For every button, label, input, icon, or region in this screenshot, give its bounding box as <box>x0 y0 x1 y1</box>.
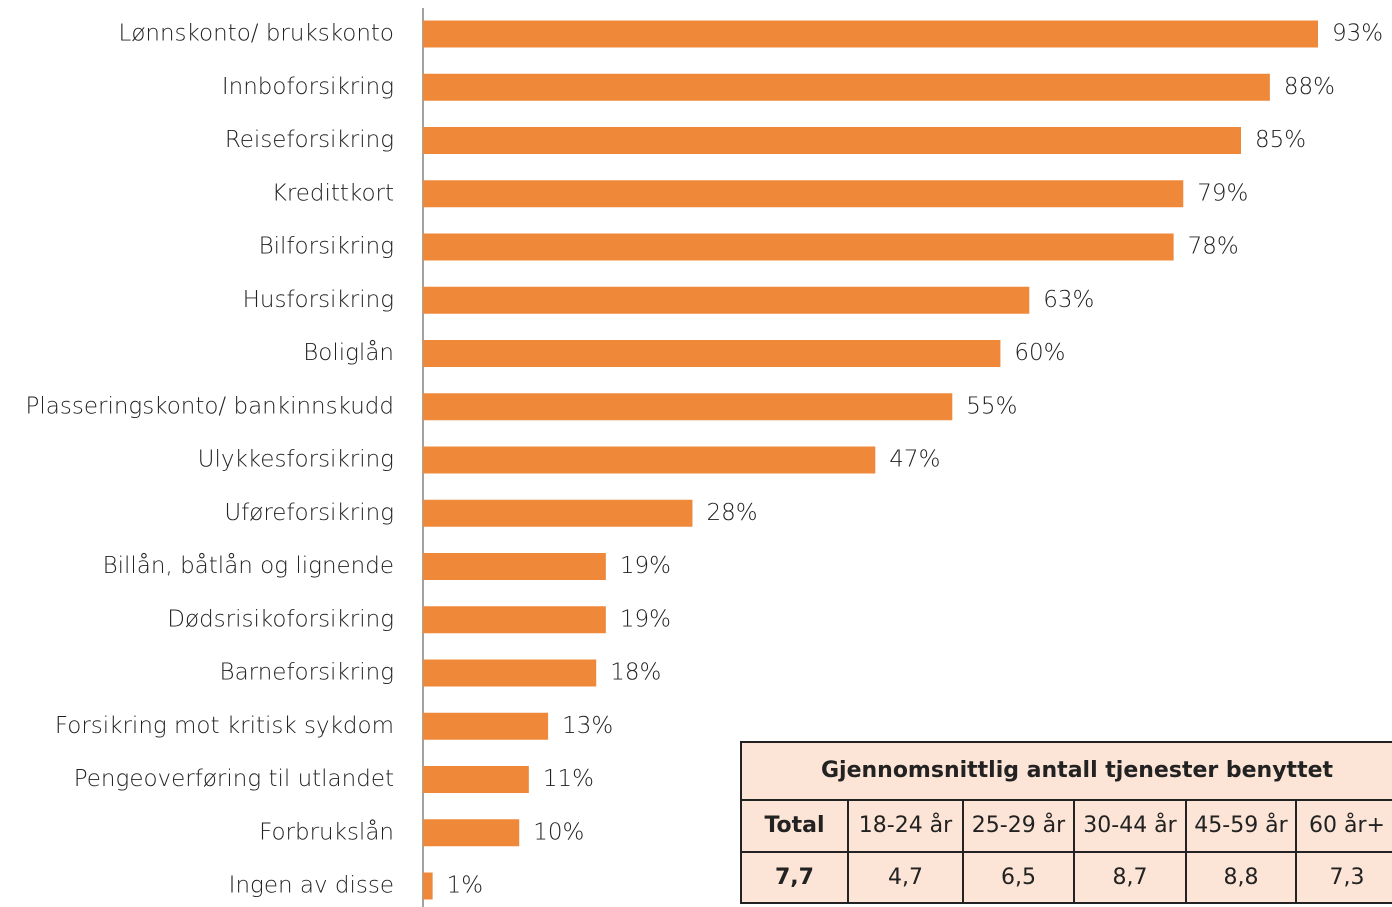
value-label: 19% <box>620 553 671 579</box>
table-header: 45-59 år <box>1194 812 1288 838</box>
bar <box>423 73 1270 101</box>
category-label: Barneforsikring <box>220 660 394 686</box>
value-label: 93% <box>1332 21 1383 47</box>
category-label: Forbrukslån <box>259 819 394 845</box>
bar <box>423 20 1318 48</box>
value-label: 1% <box>447 873 484 899</box>
value-label: 28% <box>706 500 757 526</box>
category-label: Ingen av disse <box>229 873 394 899</box>
category-label: Forsikring mot kritisk sykdom <box>55 713 394 739</box>
table-cell: 6,5 <box>1001 865 1036 890</box>
bar <box>423 180 1184 208</box>
table-header: Total <box>764 813 824 838</box>
value-label: 47% <box>889 447 940 473</box>
bar <box>423 819 520 847</box>
value-label: 88% <box>1284 74 1335 100</box>
table-header: 60 år+ <box>1309 812 1385 838</box>
category-label: Husforsikring <box>243 287 394 313</box>
category-label: Billån, båtlån og lignende <box>103 553 394 579</box>
table-cell: 8,7 <box>1113 865 1148 890</box>
table-header: 30-44 år <box>1083 812 1177 838</box>
bar <box>423 606 606 634</box>
category-label: Lønnskonto/ brukskonto <box>119 21 395 47</box>
category-label: Kredittkort <box>272 180 394 206</box>
table-cell: 8,8 <box>1224 865 1259 890</box>
category-label: Plasseringskonto/ bankinnskudd <box>26 393 394 419</box>
bar <box>423 659 597 687</box>
category-label: Bilforsikring <box>259 234 394 260</box>
category-label: Dødsrisikoforsikring <box>167 606 394 632</box>
table-bg <box>740 741 1392 904</box>
table-header: 18-24 år <box>859 812 953 838</box>
value-label: 19% <box>620 606 671 632</box>
table-cell: 7,3 <box>1330 865 1365 890</box>
category-label: Uføreforsikring <box>224 500 394 526</box>
category-label: Innboforsikring <box>222 74 394 100</box>
value-label: 78% <box>1188 234 1239 260</box>
category-label: Ulykkesforsikring <box>198 447 394 473</box>
bar <box>423 340 1001 367</box>
table-header: 25-29 år <box>972 812 1066 838</box>
value-label: 18% <box>610 660 661 686</box>
bar <box>423 712 549 740</box>
bar <box>423 127 1242 154</box>
value-label: 63% <box>1043 287 1094 313</box>
bar <box>423 553 606 580</box>
bar <box>423 446 876 474</box>
value-label: 10% <box>533 819 584 845</box>
bar <box>423 393 953 421</box>
bar <box>423 286 1030 314</box>
value-label: 79% <box>1197 180 1248 206</box>
table-cell: 7,7 <box>775 865 814 890</box>
table-cell: 4,7 <box>888 865 923 890</box>
category-label: Boliglån <box>303 340 394 366</box>
value-label: 11% <box>543 766 594 792</box>
bar <box>423 766 529 793</box>
value-label: 55% <box>966 393 1017 419</box>
bar <box>423 872 433 900</box>
bar <box>423 499 693 527</box>
table-title: Gjennomsnittlig antall tjenester benytte… <box>821 758 1334 783</box>
category-label: Pengeoverføring til utlandet <box>74 766 394 792</box>
value-label: 85% <box>1255 127 1306 153</box>
category-label: Reiseforsikring <box>225 127 394 153</box>
value-label: 13% <box>562 713 613 739</box>
bar <box>423 233 1174 261</box>
value-label: 60% <box>1014 340 1065 366</box>
